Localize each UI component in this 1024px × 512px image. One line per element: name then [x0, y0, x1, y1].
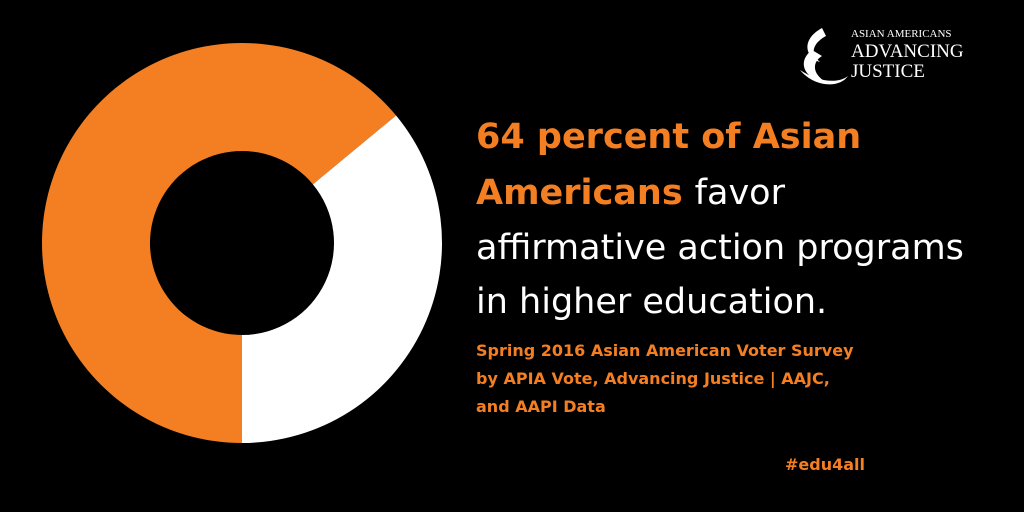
headline: in higher education.	[476, 282, 827, 322]
headline-text: favor	[695, 173, 786, 213]
logo-flame	[803, 28, 826, 82]
hashtag: #edu4all	[785, 455, 865, 474]
donut-slice	[242, 115, 442, 444]
headline: Americans favor	[476, 173, 786, 213]
logo-swoosh	[800, 70, 848, 85]
logo-text: ADVANCING	[851, 41, 964, 62]
headline: 64 percent of Asian	[476, 117, 861, 157]
source: Spring 2016 Asian American Voter Survey	[476, 341, 854, 360]
logo-text: ASIAN AMERICANS	[851, 28, 952, 40]
source: and AAPI Data	[476, 397, 606, 416]
donut-chart	[41, 42, 442, 444]
logo: ASIAN AMERICANS ADVANCING JUSTICE	[800, 28, 964, 85]
logo-text: JUSTICE	[851, 61, 925, 82]
donut-slice	[41, 42, 397, 443]
source: by APIA Vote, Advancing Justice | AAJC,	[476, 369, 830, 389]
headline: affirmative action programs	[476, 228, 964, 268]
headline-highlight: Americans	[476, 173, 683, 213]
